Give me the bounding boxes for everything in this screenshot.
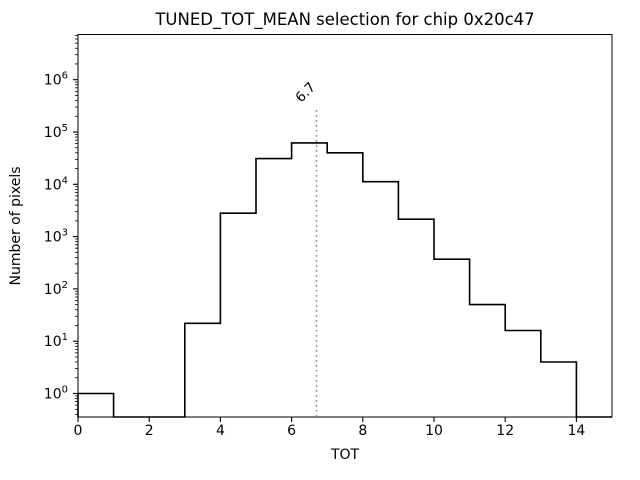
y-tick-label: 102 (44, 280, 68, 298)
x-tick-label: 2 (145, 423, 154, 439)
vline-value-label: 6.7 (293, 79, 320, 106)
axes-frame (77, 34, 613, 418)
x-tick-label: 12 (496, 423, 514, 439)
plot-area: 100 101 102 103 104 105 106 0 2 4 6 8 10 12 14 (44, 34, 613, 439)
x-axis-label: TOT (330, 447, 360, 463)
y-axis-label: Number of pixels (8, 166, 24, 285)
y-tick-label: 106 (44, 71, 68, 89)
y-tick-label: 103 (44, 228, 68, 246)
y-tick-label: 100 (44, 385, 68, 403)
histogram-step-line (77, 142, 612, 418)
x-tick-label: 4 (216, 423, 225, 439)
chart-title: TUNED_TOT_MEAN selection for chip 0x20c4… (154, 10, 534, 30)
x-tick-label: 14 (567, 423, 585, 439)
y-tick-label: 104 (44, 175, 68, 193)
x-tick-label: 6 (287, 423, 296, 439)
x-tick-label: 10 (425, 423, 443, 439)
x-tick-label: 8 (358, 423, 367, 439)
x-tick-label: 0 (74, 423, 83, 439)
y-tick-label: 105 (44, 123, 68, 141)
y-tick-label: 101 (44, 332, 68, 350)
